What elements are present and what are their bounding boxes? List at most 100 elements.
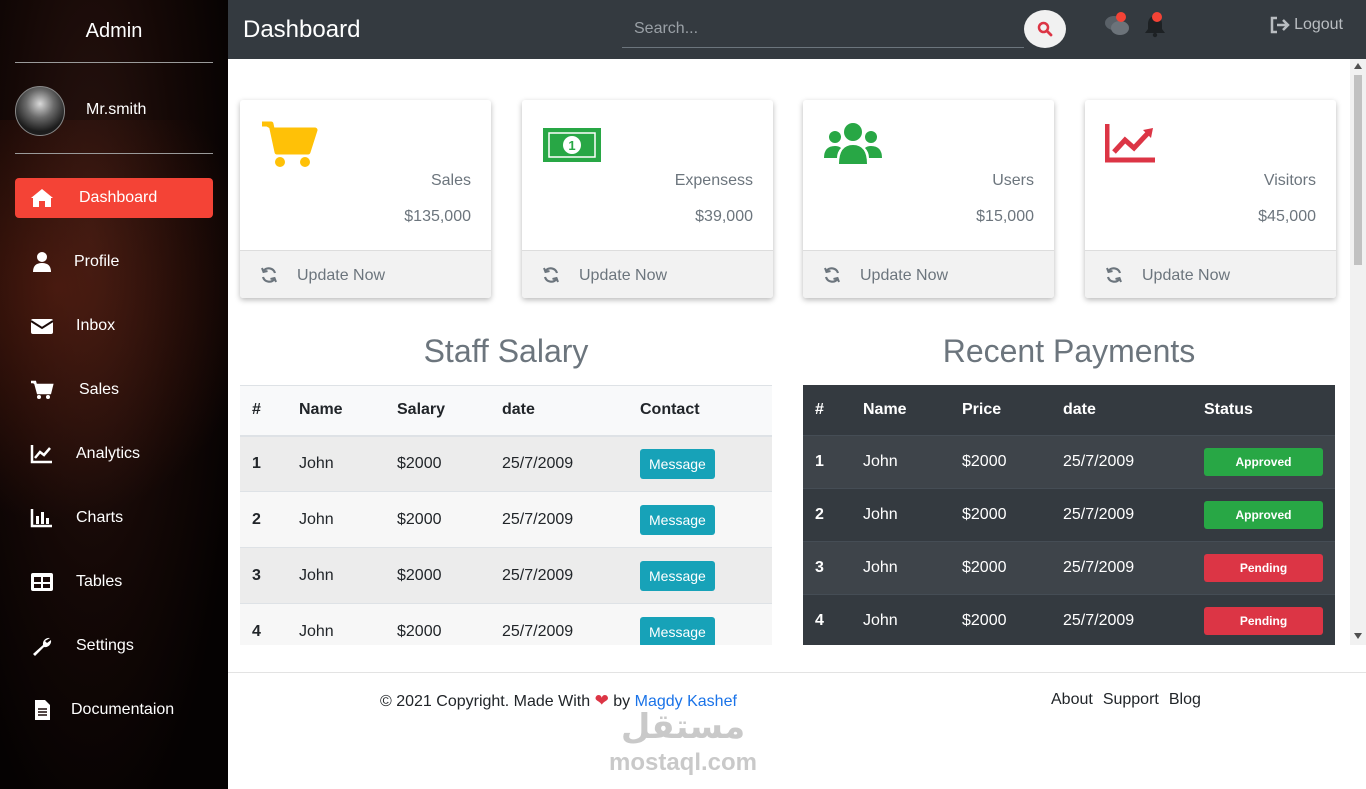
row-number: 1: [803, 434, 851, 488]
user-icon: [33, 252, 51, 272]
payment-name: John: [851, 540, 950, 594]
table-row: 4 John $2000 25/7/2009 Pending: [803, 593, 1335, 645]
column-header: Salary: [385, 385, 490, 437]
footer-divider: [228, 672, 1366, 673]
card-footer[interactable]: Update Now: [522, 250, 773, 298]
sidebar-item-label: Settings: [76, 637, 134, 654]
search-button[interactable]: [1024, 10, 1066, 48]
scroll-thumb[interactable]: [1354, 75, 1362, 265]
payment-price: $2000: [950, 434, 1051, 488]
bar-chart-icon: [30, 509, 52, 528]
status-badge: Pending: [1204, 553, 1323, 582]
copyright-by: by: [613, 693, 631, 710]
sidebar-item-charts[interactable]: Charts: [15, 498, 213, 538]
wrench-icon: [33, 637, 52, 656]
cart-icon: [31, 380, 54, 399]
status-cell: Pending: [1192, 540, 1335, 594]
search-input[interactable]: [622, 10, 1024, 48]
contact-cell: Message: [628, 603, 772, 645]
column-header: Status: [1192, 385, 1335, 436]
sign-out-icon: [1270, 16, 1290, 34]
card-value: $39,000: [695, 208, 753, 225]
update-now-link[interactable]: Update Now: [860, 267, 949, 284]
message-button[interactable]: Message: [640, 448, 715, 479]
sidebar-item-dashboard[interactable]: Dashboard: [15, 178, 213, 218]
payment-date: 25/7/2009: [1051, 593, 1192, 645]
author-link[interactable]: Magdy Kashef: [634, 693, 737, 710]
refresh-icon: [543, 267, 559, 283]
contact-cell: Message: [628, 491, 772, 548]
table-row: 1 John $2000 25/7/2009 Message: [240, 435, 772, 492]
footer-link-support[interactable]: Support: [1102, 691, 1159, 708]
table-row: 4 John $2000 25/7/2009 Message: [240, 603, 772, 645]
sidebar-item-settings[interactable]: Settings: [15, 626, 213, 666]
avatar[interactable]: [15, 86, 65, 136]
scroll-up-arrow[interactable]: [1354, 63, 1362, 69]
message-button[interactable]: Message: [640, 616, 715, 645]
status-badge: Pending: [1204, 606, 1323, 635]
payment-price: $2000: [950, 487, 1051, 541]
heart-icon: ❤: [594, 691, 609, 710]
sidebar-item-analytics[interactable]: Analytics: [15, 434, 213, 474]
sidebar-item-label: Tables: [76, 573, 123, 590]
update-now-link[interactable]: Update Now: [297, 267, 386, 284]
messages-button[interactable]: [1104, 12, 1134, 40]
footer-links: About Support Blog: [1051, 691, 1201, 709]
sidebar-item-tables[interactable]: Tables: [15, 562, 213, 602]
column-header: Name: [287, 385, 385, 437]
sidebar-divider: [15, 62, 213, 63]
sidebar: Admin Mr.smith Dashboard Profile Inbox S…: [0, 0, 228, 789]
watermark-arabic: مستقل: [621, 707, 745, 747]
line-chart-icon: [30, 445, 52, 464]
scroll-down-arrow[interactable]: [1354, 633, 1362, 639]
refresh-icon: [1106, 267, 1122, 283]
status-cell: Approved: [1192, 434, 1335, 488]
logout-label: Logout: [1294, 16, 1343, 33]
stat-card-visitors: Visitors $45,000 Update Now: [1085, 100, 1336, 298]
svg-text:1: 1: [568, 138, 575, 153]
scrollbar[interactable]: [1350, 59, 1366, 645]
copyright: © 2021 Copyright. Made With ❤ by Magdy K…: [380, 691, 737, 711]
sidebar-item-sales[interactable]: Sales: [15, 370, 213, 410]
card-footer[interactable]: Update Now: [1085, 250, 1336, 298]
card-label: Users: [992, 172, 1034, 189]
payment-price: $2000: [950, 593, 1051, 645]
table-row: 2 John $2000 25/7/2009 Approved: [803, 487, 1335, 541]
card-value: $45,000: [1258, 208, 1316, 225]
card-value: $135,000: [404, 208, 471, 225]
status-badge: Approved: [1204, 447, 1323, 476]
footer-link-about[interactable]: About: [1051, 691, 1093, 708]
sidebar-item-label: Dashboard: [79, 189, 158, 206]
message-button[interactable]: Message: [640, 504, 715, 535]
card-footer[interactable]: Update Now: [240, 250, 491, 298]
contact-cell: Message: [628, 547, 772, 604]
sidebar-title: Admin: [85, 20, 143, 42]
card-label: Expensess: [674, 172, 753, 189]
sidebar-item-inbox[interactable]: Inbox: [15, 306, 213, 346]
cart-icon: [262, 121, 318, 167]
username: Mr.smith: [86, 101, 147, 118]
sidebar-item-documentation[interactable]: Documentaion: [15, 690, 213, 730]
sidebar-item-profile[interactable]: Profile: [15, 242, 213, 282]
message-button[interactable]: Message: [640, 560, 715, 591]
status-cell: Approved: [1192, 487, 1335, 541]
footer-link-blog[interactable]: Blog: [1168, 691, 1201, 708]
sidebar-divider: [15, 153, 213, 154]
update-now-link[interactable]: Update Now: [1142, 267, 1231, 284]
contact-cell: Message: [628, 435, 772, 492]
logout-button[interactable]: Logout: [1270, 16, 1343, 34]
column-header: date: [1051, 385, 1192, 436]
table-row: 3 John $2000 25/7/2009 Pending: [803, 540, 1335, 594]
search-icon: [1037, 21, 1053, 37]
row-number: 1: [240, 435, 287, 492]
watermark-latin: mostaql.com: [609, 749, 757, 775]
update-now-link[interactable]: Update Now: [579, 267, 668, 284]
staff-name: John: [287, 603, 385, 645]
status-badge: Approved: [1204, 500, 1323, 529]
column-header: #: [240, 385, 287, 437]
notifications-button[interactable]: [1142, 12, 1168, 40]
card-footer[interactable]: Update Now: [803, 250, 1054, 298]
column-header: #: [803, 385, 851, 436]
table-icon: [31, 573, 53, 591]
topbar: Dashboard Logout: [228, 0, 1366, 59]
